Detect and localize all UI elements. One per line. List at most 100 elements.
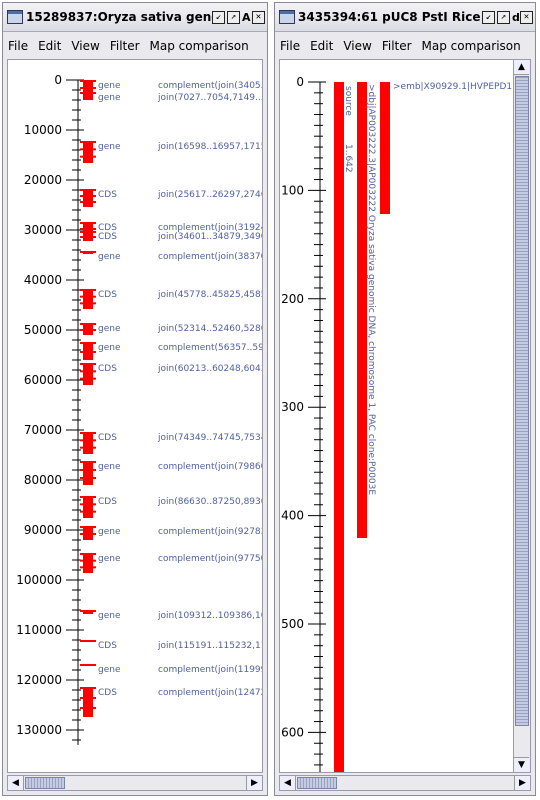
- map-view[interactable]: 0 100 200 300 400 500 600 source 1..642 >dbj|AP00…: [279, 59, 531, 773]
- minimize-icon[interactable]: ↙: [212, 10, 225, 24]
- title-bar[interactable]: 3435394:61 pUC8 PstI Rice E ↙ ↗ d ✕: [275, 3, 535, 32]
- feature-location: join(86630..87250,8930: [157, 497, 263, 507]
- scroll-right-icon[interactable]: ▶: [246, 776, 262, 790]
- feature-glyph: [80, 526, 96, 540]
- feature-location: join(16598..16957,1715: [157, 142, 263, 152]
- horizontal-scrollbar[interactable]: ◀ ▶: [7, 775, 263, 791]
- feature-location: complement(join(12472: [158, 688, 263, 698]
- scroll-left-icon[interactable]: ◀: [8, 776, 24, 790]
- ruler-label: 10000: [24, 123, 62, 137]
- vertical-scrollbar[interactable]: ▲ ▼: [513, 60, 530, 772]
- feature-exon-mark: [80, 201, 96, 203]
- feature-glyph: [80, 342, 96, 360]
- menu-file[interactable]: File: [8, 39, 29, 53]
- feature-exon-mark: [80, 446, 96, 449]
- feature-exon-mark: [80, 148, 96, 151]
- scroll-left-icon[interactable]: ◀: [280, 776, 296, 790]
- feature-exon-mark: [80, 363, 96, 365]
- track-label: >dbj|AP003222.3|AP003222 Oryza sativa ge…: [366, 84, 376, 495]
- menu-bar: File Edit View Filter Map comparison: [3, 33, 267, 59]
- menu-map-comparison[interactable]: Map comparison: [149, 39, 249, 53]
- vertical-scroll-thumb[interactable]: [515, 76, 529, 726]
- feature-block: [83, 289, 93, 309]
- maximize-icon[interactable]: ↗: [227, 10, 240, 24]
- feature-location: complement(join(92783: [158, 527, 263, 537]
- source-bar: [334, 82, 344, 772]
- feature-exon-mark: [80, 477, 96, 479]
- feature-map[interactable]: 0 10000 20000 30000 40000 50000 60000 70000 8000…: [8, 60, 263, 773]
- menu-map-comparison[interactable]: Map comparison: [421, 39, 521, 53]
- feature-exon-mark: [80, 377, 96, 380]
- feature-location: complement(join(11999: [158, 665, 263, 675]
- feature-location: join(109312..109386,10: [157, 611, 263, 621]
- menu-file[interactable]: File: [280, 39, 301, 53]
- feature-block: [83, 189, 93, 207]
- menu-filter[interactable]: Filter: [109, 39, 140, 53]
- feature-glyph: [80, 496, 96, 518]
- feature-exon-mark: [80, 610, 96, 612]
- feature-block: [83, 92, 93, 100]
- ruler-label: 300: [281, 400, 304, 414]
- feature-block: [83, 363, 93, 385]
- feature-block: [83, 553, 93, 573]
- ruler-label: 600: [281, 725, 304, 739]
- feature-type: gene: [98, 93, 121, 103]
- ruler-label: 130000: [16, 723, 62, 737]
- close-icon[interactable]: ✕: [252, 10, 265, 24]
- scroll-up-icon[interactable]: ▲: [514, 60, 529, 75]
- maximize-icon[interactable]: ↗: [497, 10, 510, 24]
- feature-exon-mark: [80, 640, 96, 642]
- track-label: source: [343, 86, 353, 116]
- feature-location: join(60213..60248,6043: [157, 364, 263, 374]
- menu-view[interactable]: View: [343, 39, 372, 53]
- feature-glyph: [80, 231, 96, 241]
- scroll-thumb[interactable]: [25, 777, 65, 789]
- feature-location: join(115191..115232,11: [157, 641, 263, 651]
- feature-location: join(74349..74745,7534: [157, 433, 263, 443]
- feature-exon-mark: [80, 302, 96, 305]
- menu-filter[interactable]: Filter: [381, 39, 412, 53]
- alignment-map[interactable]: 0 100 200 300 400 500 600 source 1..642 >dbj|AP00…: [280, 60, 516, 773]
- feature-glyph: [80, 640, 96, 642]
- feature-glyph: [80, 141, 96, 163]
- feature-location: join(34601..34879,3490: [157, 232, 263, 242]
- feature-block: [83, 687, 93, 717]
- feature-exon-mark: [80, 80, 96, 82]
- feature-exon-mark: [80, 231, 96, 233]
- menu-edit[interactable]: Edit: [38, 39, 62, 53]
- minimize-icon[interactable]: ↙: [482, 10, 495, 24]
- feature-block: [83, 432, 93, 454]
- feature-exon-mark: [80, 236, 96, 238]
- feature-glyph: [80, 80, 96, 94]
- feature-exon-mark: [80, 323, 96, 325]
- ruler-label: 20000: [24, 173, 62, 187]
- feature-block: [83, 141, 93, 163]
- menu-edit[interactable]: Edit: [310, 39, 334, 53]
- ruler-label: 100: [281, 183, 304, 197]
- ruler-label: 0: [54, 73, 62, 87]
- feature-exon-mark: [80, 342, 96, 344]
- scroll-down-icon[interactable]: ▼: [514, 757, 529, 772]
- feature-type: CDS: [98, 688, 117, 698]
- feature-location: join(45778..45825,4585: [157, 290, 263, 300]
- horizontal-scrollbar[interactable]: ◀ ▶: [279, 775, 531, 791]
- hit-bar: [380, 82, 390, 214]
- ruler-label: 60000: [24, 373, 62, 387]
- feature-exon-mark: [80, 222, 96, 224]
- feature-glyph: [80, 323, 96, 335]
- scroll-right-icon[interactable]: ▶: [514, 776, 530, 790]
- feature-type: gene: [98, 142, 121, 152]
- scroll-thumb[interactable]: [297, 777, 337, 789]
- feature-exon-mark: [80, 351, 96, 353]
- menu-view[interactable]: View: [71, 39, 100, 53]
- feature-location: join(52314..52460,5280: [157, 324, 263, 334]
- map-view[interactable]: 0 10000 20000 30000 40000 50000 60000 70000 8000…: [7, 59, 263, 773]
- feature-exon-mark: [80, 432, 96, 434]
- feature-type: CDS: [98, 497, 117, 507]
- close-icon[interactable]: ✕: [520, 10, 533, 24]
- ruler-label: 100000: [16, 573, 62, 587]
- feature-exon-mark: [80, 370, 96, 373]
- title-bar[interactable]: 15289837:Oryza sativa genon ↙ ↗ A ✕: [3, 3, 267, 32]
- window-title: 15289837:Oryza sativa genon: [26, 10, 212, 24]
- feature-exon-mark: [80, 329, 96, 331]
